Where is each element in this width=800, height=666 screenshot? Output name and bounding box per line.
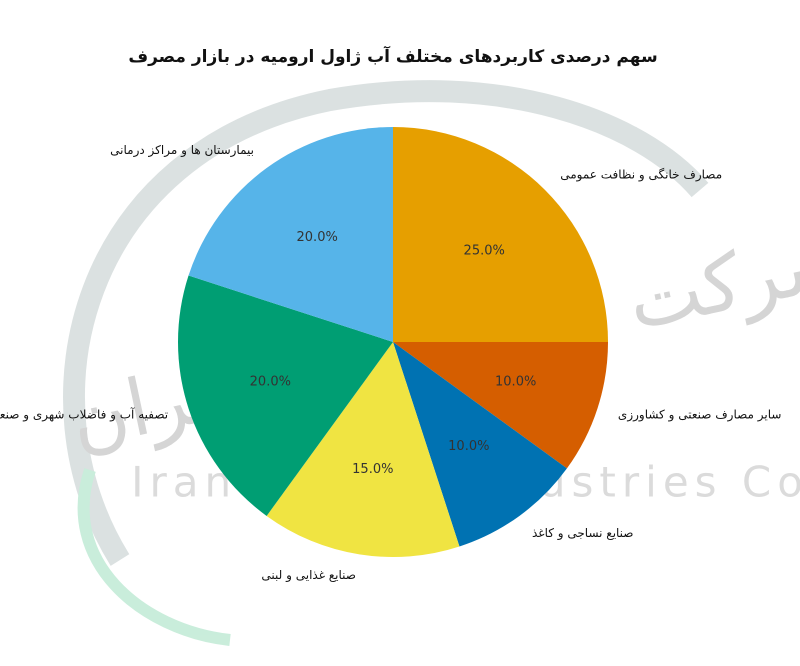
pie-slice bbox=[266, 342, 460, 557]
value-label: 10.0% bbox=[495, 374, 536, 389]
value-label: 20.0% bbox=[250, 374, 291, 389]
pie-slice bbox=[393, 127, 608, 342]
pie-slice bbox=[178, 275, 393, 516]
value-label: 10.0% bbox=[448, 439, 489, 454]
watermark-swirl bbox=[63, 80, 709, 566]
value-label: 25.0% bbox=[464, 243, 505, 258]
category-label: تصفیه آب و فاضلاب شهری و صنعتی bbox=[0, 407, 168, 423]
category-label: بیمارستان ها و مراکز درمانی bbox=[110, 143, 254, 158]
pie-slice bbox=[188, 127, 393, 342]
pie-slice bbox=[393, 342, 567, 547]
value-label: 20.0% bbox=[297, 230, 338, 245]
pie-slice bbox=[393, 342, 608, 469]
category-label: صنایع نساجی و کاغذ bbox=[532, 526, 634, 541]
watermark-swirl bbox=[77, 468, 231, 646]
category-label: سایر مصارف صنعتی و کشاورزی bbox=[618, 408, 782, 423]
chart-title: سهم درصدی کاربردهای مختلف آب ژاول ارومیه… bbox=[128, 45, 657, 67]
category-label: مصارف خانگی و نظافت عمومی bbox=[560, 167, 722, 182]
pie bbox=[178, 127, 608, 557]
value-label: 15.0% bbox=[352, 462, 393, 477]
category-label: صنایع غذایی و لبنی bbox=[261, 568, 356, 583]
